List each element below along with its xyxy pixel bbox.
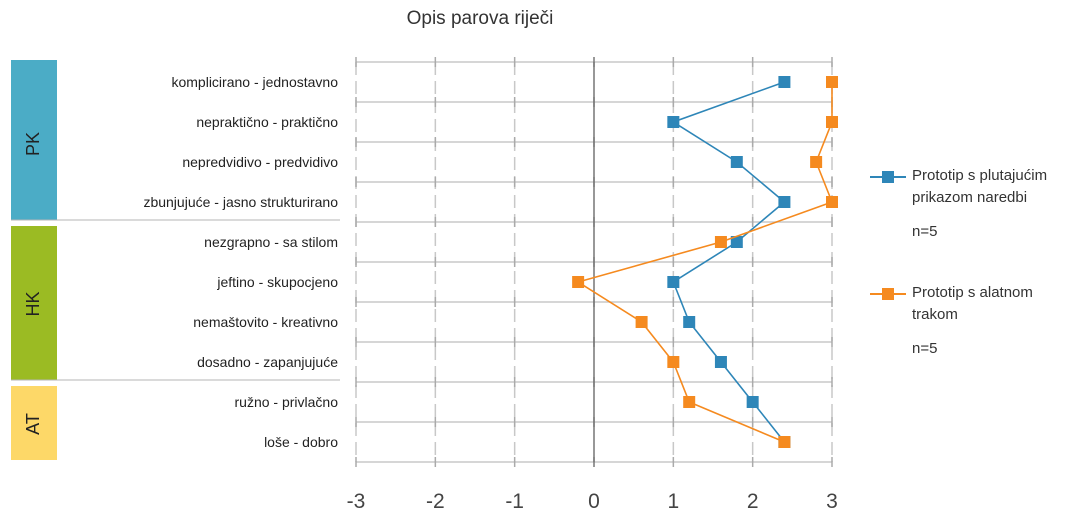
data-point xyxy=(714,236,727,248)
x-tick-label: 2 xyxy=(747,490,759,513)
legend: Prototip s plutajućim prikazom naredbi n… xyxy=(870,165,1075,240)
data-point xyxy=(667,356,680,368)
chart-title: Opis parova riječi xyxy=(406,8,554,29)
category-label: ružno - privlačno xyxy=(235,394,339,410)
series-line xyxy=(576,82,834,443)
data-point xyxy=(826,76,838,88)
data-point xyxy=(730,156,743,168)
group-label: AT xyxy=(23,413,43,435)
group-label: HK xyxy=(23,291,43,316)
category-labels: komplicirano - jednostavno nepraktično - … xyxy=(143,74,338,450)
series-lines xyxy=(572,76,838,448)
legend-n: n=5 xyxy=(912,340,938,357)
category-label: dosadno - zapanjujuće xyxy=(197,354,338,370)
x-tick-labels: -3 -2 -1 0 1 2 3 xyxy=(347,490,838,513)
data-point xyxy=(778,196,791,208)
grid xyxy=(355,57,833,467)
data-point xyxy=(826,196,838,208)
legend-item-orange: Prototip s alatnom trakom xyxy=(870,282,1075,326)
x-tick-label: 0 xyxy=(588,490,600,513)
category-label: nemaštovito - kreativno xyxy=(193,314,338,330)
data-point xyxy=(810,156,823,168)
legend: Prototip s alatnom trakom n=5 xyxy=(870,282,1075,357)
legend-swatch-blue xyxy=(870,170,906,184)
group-bands: PK HK AT xyxy=(11,60,340,460)
data-point xyxy=(683,396,696,408)
category-label: nepredvidivo - predvidivo xyxy=(182,154,338,170)
x-tick-label: 3 xyxy=(826,490,838,513)
category-label: jeftino - skupocjeno xyxy=(216,274,338,290)
category-label: loše - dobro xyxy=(264,434,338,450)
x-tick-label: -3 xyxy=(347,490,366,513)
data-point xyxy=(667,116,680,128)
legend-label-line2: trakom xyxy=(912,306,958,323)
legend-swatch-orange xyxy=(870,287,906,301)
data-point xyxy=(778,76,791,88)
data-point xyxy=(635,316,648,328)
data-point xyxy=(778,436,791,448)
legend-n: n=5 xyxy=(912,223,938,240)
group-label: PK xyxy=(23,132,43,156)
legend-label-line2: prikazom naredbi xyxy=(912,189,1028,206)
data-point xyxy=(826,116,838,128)
x-tick-label: 1 xyxy=(667,490,679,513)
group-band xyxy=(11,226,57,380)
group-band xyxy=(11,386,57,460)
data-point xyxy=(667,276,680,288)
category-label: nezgrapno - sa stilom xyxy=(204,234,338,250)
category-label: nepraktično - praktično xyxy=(196,114,338,130)
legend-item-blue: Prototip s plutajućim prikazom naredbi xyxy=(870,165,1075,209)
data-point xyxy=(683,316,696,328)
data-point xyxy=(572,276,585,288)
x-tick-label: -2 xyxy=(426,490,445,513)
data-point xyxy=(746,396,759,408)
legend-label-line1: Prototip s plutajućim xyxy=(912,167,1048,184)
x-tick-label: -1 xyxy=(505,490,524,513)
group-band xyxy=(11,60,57,220)
data-point xyxy=(730,236,743,248)
category-label: komplicirano - jednostavno xyxy=(171,74,338,90)
category-label: zbunjujuće - jasno strukturirano xyxy=(143,194,338,210)
legend-label-line1: Prototip s alatnom xyxy=(912,284,1033,301)
series-line xyxy=(671,81,786,443)
data-point xyxy=(714,356,727,368)
